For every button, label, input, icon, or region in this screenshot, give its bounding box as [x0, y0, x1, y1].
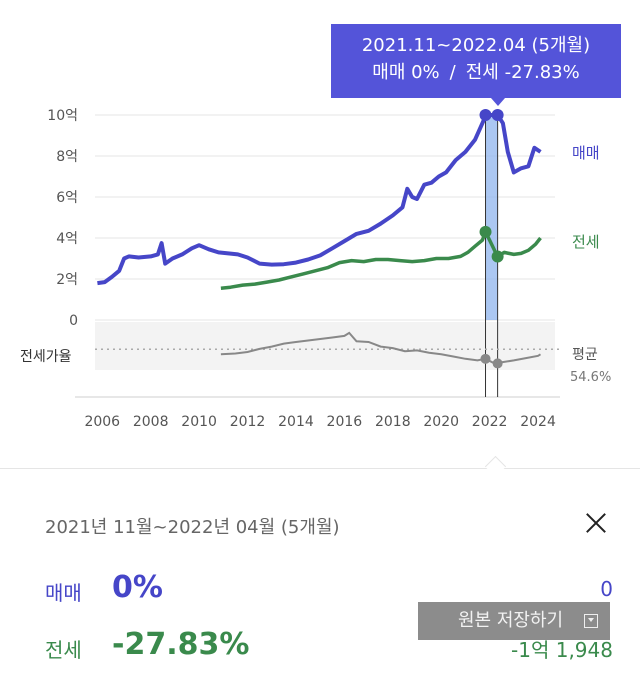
x-tick-label-6: 2018 [375, 414, 411, 430]
highlight-markers [479, 109, 504, 369]
close-icon[interactable] [580, 507, 612, 539]
tooltip-arrow [491, 98, 505, 106]
legend-sale: 매매 [572, 144, 600, 162]
x-tick-label-5: 2016 [327, 414, 363, 430]
divider-notch [484, 455, 507, 478]
y-tick-label-2: 6억 [56, 190, 78, 206]
tooltip-rent: 전세 -27.83% [465, 62, 580, 83]
x-tick-label-1: 2008 [133, 414, 169, 430]
save-original-button[interactable]: 원본 저장하기 [418, 602, 610, 640]
x-tick-label-7: 2020 [423, 414, 459, 430]
y-tick-label-4: 2억 [56, 272, 78, 288]
highlight-band [485, 115, 498, 320]
section-divider [0, 468, 640, 469]
sale-marker-start [479, 109, 492, 121]
x-tick-label-3: 2012 [230, 414, 266, 430]
x-tick-label-8: 2022 [472, 414, 508, 430]
tooltip-period: 2021.11~2022.04 (5개월) [361, 35, 591, 56]
x-tick-label-9: 2024 [520, 414, 556, 430]
sale-marker-end [491, 109, 504, 121]
y-tick-labels: 10억 8억 6억 4억 2억 0 [47, 108, 78, 329]
rent-marker-start [479, 225, 492, 238]
y-tick-label-1: 8억 [56, 149, 78, 165]
sale-change-value: 0% [112, 570, 163, 605]
x-tick-label-0: 2006 [84, 414, 120, 430]
ratio-avg-value: 54.6% [570, 370, 611, 385]
y-tick-label-3: 4억 [56, 231, 78, 247]
y-tick-label-0: 10억 [47, 108, 78, 124]
rent-change-amount: -1억 1,948 [511, 638, 613, 662]
ratio-panel-bg [95, 322, 555, 370]
y-tick-label-5: 0 [69, 313, 78, 329]
x-tick-label-2: 2010 [181, 414, 217, 430]
x-tick-labels: 2006 2008 2010 2012 2014 2016 2018 2020 2022 2024 [84, 414, 556, 430]
price-chart[interactable]: 10억 8억 6억 4억 2억 0 2006 2008 2010 2012 2014 2016 201… [0, 0, 640, 440]
detail-period: 2021년 11월~2022년 04월 (5개월) [45, 517, 340, 538]
legend-rent: 전세 [572, 233, 600, 251]
rent-marker-end [491, 250, 504, 263]
gridlines [75, 114, 560, 398]
series-sale-line [97, 113, 542, 286]
tooltip-values: 매매 0% / 전세 -27.83% [331, 59, 621, 87]
x-tick-label-4: 2014 [278, 414, 314, 430]
ratio-marker-end [492, 358, 503, 369]
period-tooltip: 2021.11~2022.04 (5개월) 매매 0% / 전세 -27.83% [331, 24, 621, 98]
sale-change-amount: 0 [600, 577, 613, 601]
ratio-marker-start [480, 353, 491, 364]
rent-change-value: -27.83% [112, 627, 250, 662]
dropdown-icon [584, 614, 598, 628]
rent-label: 전세 [45, 638, 82, 662]
save-button-label: 원본 저장하기 [458, 610, 564, 631]
tooltip-sale: 매매 0% [372, 62, 440, 83]
ratio-axis-label: 전세가율 [20, 349, 72, 365]
tooltip-separator: / [449, 62, 456, 83]
sale-label: 매매 [45, 581, 82, 605]
ratio-avg-label: 평균 [572, 347, 598, 363]
